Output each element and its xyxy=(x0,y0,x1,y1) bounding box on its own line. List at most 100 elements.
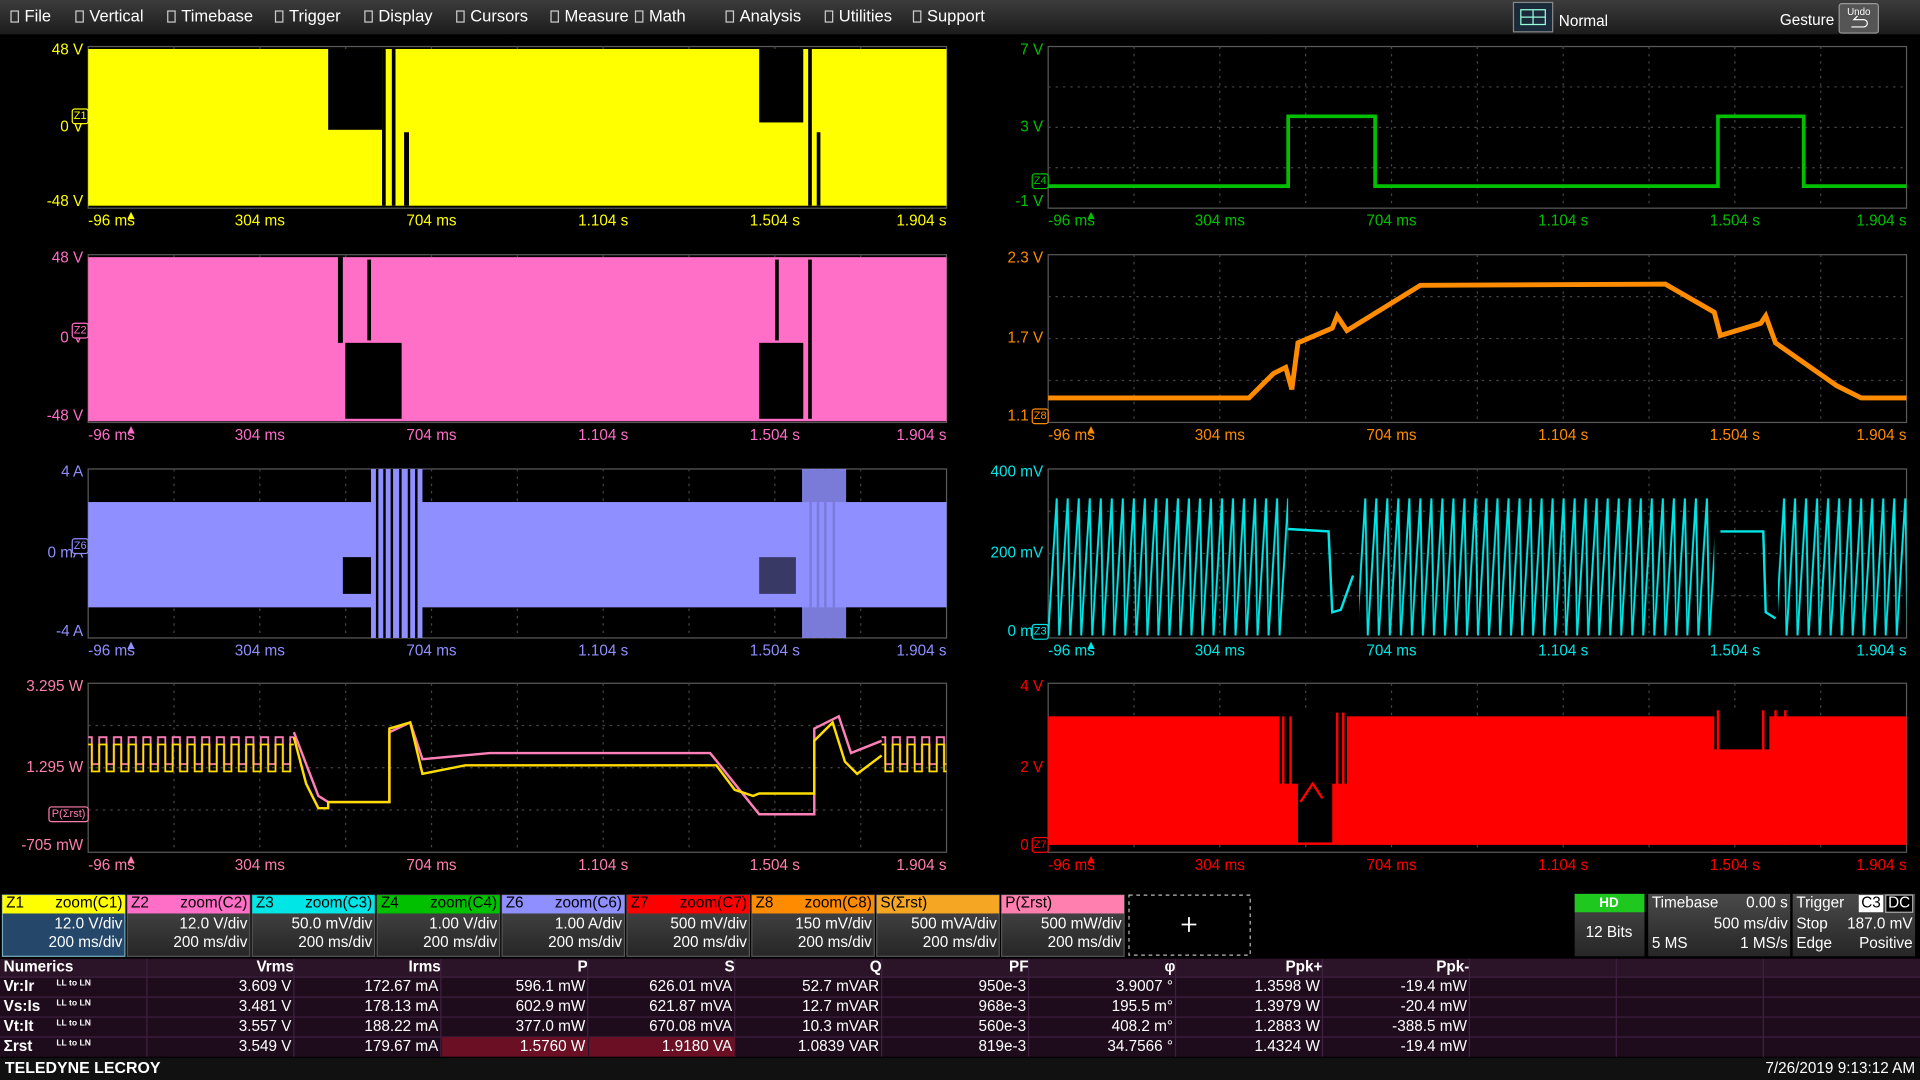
trace-p xyxy=(881,732,947,784)
descriptor-tdiv: 200 ms/div xyxy=(673,934,747,951)
menu-icon xyxy=(456,10,465,23)
trace-gap xyxy=(328,48,383,130)
cell: 1.4324 W xyxy=(1255,1038,1321,1055)
display-mode[interactable]: Normal xyxy=(1559,13,1608,30)
x-axis-label: 1.504 s xyxy=(1710,642,1761,659)
descriptor-tag: Z4 xyxy=(381,895,399,912)
x-axis-label: 1.104 s xyxy=(578,642,629,659)
numerics: Numerics Vrms Irms P S Q PF φ Ppk+ Ppk- Vr:Ir LL to… xyxy=(0,958,1920,1057)
channel-tag: Z7 xyxy=(1034,839,1047,851)
row-label: Vt:It xyxy=(4,1018,34,1035)
descriptor-tag: Z3 xyxy=(256,895,274,912)
x-axis-label: 1.504 s xyxy=(750,642,801,659)
x-axis-label: 1.104 s xyxy=(578,213,629,230)
cell: 195.5 m° xyxy=(1112,998,1173,1015)
cell: 408.2 m° xyxy=(1112,1018,1173,1035)
undo-label[interactable]: Undo xyxy=(1847,7,1871,18)
trace-z3 xyxy=(1048,495,1289,638)
descriptor-source: zoom(C3) xyxy=(305,895,372,912)
add-icon xyxy=(1181,917,1197,932)
channel-tag: P(Σrst) xyxy=(52,808,86,820)
channel-tag-box xyxy=(71,322,89,339)
numerics-header: PF xyxy=(1009,958,1029,975)
menu-item[interactable]: Cursors xyxy=(470,7,528,26)
menu-item[interactable]: Measure xyxy=(564,7,628,26)
trigger-source: C3 xyxy=(1861,895,1881,912)
x-axis-label: 304 ms xyxy=(1195,427,1246,444)
descriptor-tdiv: 200 ms/div xyxy=(423,934,497,951)
descriptor-source: zoom(C7) xyxy=(680,895,747,912)
numerics-header: S xyxy=(724,958,734,975)
descriptor-header xyxy=(252,895,375,914)
menu-item[interactable]: Utilities xyxy=(839,7,892,26)
x-axis-label: 304 ms xyxy=(1195,857,1246,874)
x-axis-label: 1.104 s xyxy=(578,427,629,444)
waveforms xyxy=(88,48,1907,845)
menu-item[interactable]: Timebase xyxy=(181,7,253,26)
trigger-mode: Stop xyxy=(1796,916,1827,933)
cell: 52.7 mVAR xyxy=(802,978,879,995)
cell: -20.4 mW xyxy=(1401,998,1468,1015)
menu-icon xyxy=(550,10,559,23)
menu-item[interactable]: Support xyxy=(927,7,985,26)
undo-button[interactable] xyxy=(1838,3,1879,34)
cell: 1.0839 VAR xyxy=(798,1038,879,1055)
trigger-coupling: DC xyxy=(1888,895,1910,912)
numerics-header: P xyxy=(578,958,588,975)
x-axis-label: 704 ms xyxy=(1366,642,1417,659)
x-axis-label: 304 ms xyxy=(1195,642,1246,659)
y-axis-label: 48 V xyxy=(52,41,84,58)
trigger-marker xyxy=(127,211,135,220)
cell: 3.557 V xyxy=(239,1018,293,1035)
menu-item[interactable]: Trigger xyxy=(289,7,341,26)
descriptor-tdiv: 200 ms/div xyxy=(48,934,122,951)
menu-item[interactable]: Math xyxy=(649,7,686,26)
trace-z3 xyxy=(1359,495,1715,638)
descriptor-tdiv: 200 ms/div xyxy=(548,934,622,951)
cell: 179.67 mA xyxy=(364,1038,439,1055)
menu-item[interactable]: File xyxy=(24,7,51,26)
trace-z3 xyxy=(1288,527,1355,614)
trigger-marker xyxy=(127,641,135,649)
cell: 626.01 mVA xyxy=(649,978,733,995)
x-axis-label: 304 ms xyxy=(1195,213,1246,230)
trace-gap xyxy=(759,48,804,123)
x-axis-label: 1.904 s xyxy=(1856,857,1907,874)
channel-tag-box xyxy=(1031,173,1049,190)
channel-tag-box xyxy=(1031,836,1049,853)
cell: 1.9180 VA xyxy=(662,1038,733,1055)
x-axis-label: 304 ms xyxy=(235,213,286,230)
x-axis-label: 1.904 s xyxy=(896,213,947,230)
x-axis-label: 1.904 s xyxy=(896,427,947,444)
cell: 188.22 mA xyxy=(364,1018,439,1035)
numerics-header: Vrms xyxy=(256,958,293,975)
timebase-delay: 0.00 s xyxy=(1746,895,1788,912)
descriptor-tdiv: 200 ms/div xyxy=(173,934,247,951)
trigger-marker xyxy=(1087,855,1095,864)
x-axis-label: 1.904 s xyxy=(896,642,947,659)
menu-item[interactable]: Analysis xyxy=(740,7,801,26)
menu-item[interactable]: Display xyxy=(378,7,433,26)
trace-gap xyxy=(342,557,373,594)
brand: TELEDYNE LECROY xyxy=(5,1060,161,1077)
add-trace-box[interactable] xyxy=(1128,894,1251,956)
descriptor-tag: P(Σrst) xyxy=(1005,895,1052,912)
numerics-header: Q xyxy=(870,958,882,975)
channel-tag: Z4 xyxy=(1034,175,1047,187)
y-axis-label: -1 V xyxy=(1015,193,1044,210)
cell: -19.4 mW xyxy=(1401,1038,1468,1055)
descriptor-vdiv: 500 mVA/div xyxy=(911,916,997,933)
trace-p-yellow xyxy=(292,720,883,810)
timebase-box[interactable] xyxy=(1648,893,1791,957)
x-axis-label: 1.904 s xyxy=(896,857,947,874)
menu-item[interactable]: Vertical xyxy=(89,7,143,26)
cell: 377.0 mW xyxy=(516,1018,586,1035)
cell: 621.87 mVA xyxy=(649,998,733,1015)
descriptor-vdiv: 150 mV/div xyxy=(795,916,872,933)
row-sublabel: LL to LN xyxy=(56,1037,91,1047)
menu-icon xyxy=(725,10,735,23)
y-axis-label: 1.7 V xyxy=(1008,330,1045,347)
trigger-title: Trigger xyxy=(1796,895,1844,912)
x-axis-label: 704 ms xyxy=(1366,857,1417,874)
